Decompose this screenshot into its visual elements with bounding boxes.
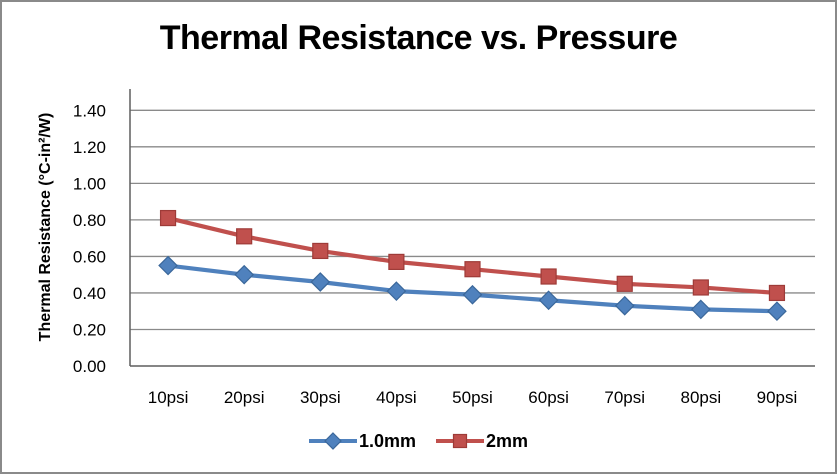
x-tick-label: 40psi <box>376 388 417 407</box>
y-tick-label: 1.40 <box>73 101 106 120</box>
data-point-marker-1.0mm <box>158 255 178 276</box>
legend-label: 1.0mm <box>358 431 416 451</box>
y-tick-label: 0.20 <box>73 320 106 339</box>
y-tick-label: 0.60 <box>73 247 106 266</box>
x-tick-label: 50psi <box>452 388 493 407</box>
x-tick-label: 20psi <box>224 388 265 407</box>
x-tick-label: 10psi <box>148 388 189 407</box>
y-tick-label: 0.00 <box>73 357 106 376</box>
legend-label: 2mm <box>486 431 529 451</box>
x-tick-label: 70psi <box>604 388 645 407</box>
data-point-marker-2mm <box>692 279 709 296</box>
legend-item-2mm: 2mm <box>436 431 528 451</box>
data-point-marker-2mm <box>312 242 329 260</box>
data-point-marker-2mm <box>464 261 481 278</box>
x-tick-label: 30psi <box>300 388 341 407</box>
y-tick-label: 0.40 <box>73 284 106 303</box>
y-tick-label: 1.20 <box>73 138 106 157</box>
data-point-marker-1.0mm <box>310 272 331 292</box>
legend-square-marker-icon <box>436 433 484 449</box>
data-point-marker-2mm <box>236 228 253 245</box>
x-tick-label: 90psi <box>757 388 798 407</box>
data-point-marker-2mm <box>388 253 405 270</box>
data-point-marker-2mm <box>540 268 557 285</box>
data-point-marker-2mm <box>616 275 633 292</box>
chart-title: Thermal Resistance vs. Pressure <box>159 19 678 57</box>
legend: 1.0mm 2mm <box>2 431 835 451</box>
series-line-2mm <box>165 215 780 296</box>
y-tick-label: 0.80 <box>73 211 106 230</box>
data-point-marker-2mm <box>768 284 786 302</box>
legend-diamond-marker-icon <box>308 432 357 450</box>
data-point-marker-1.0mm <box>386 281 407 301</box>
data-point-marker-1.0mm <box>234 264 255 285</box>
legend-item-1.0mm: 1.0mm <box>308 431 416 451</box>
x-tick-label: 60psi <box>528 388 569 407</box>
y-tick-label: 1.00 <box>73 174 106 193</box>
data-point-marker-1.0mm <box>614 295 635 316</box>
data-point-marker-1.0mm <box>767 301 787 322</box>
data-point-marker-1.0mm <box>538 290 559 311</box>
data-point-marker-1.0mm <box>462 284 483 305</box>
data-point-marker-2mm <box>159 209 177 227</box>
x-tick-label: 80psi <box>681 388 722 407</box>
data-point-marker-1.0mm <box>690 299 711 320</box>
